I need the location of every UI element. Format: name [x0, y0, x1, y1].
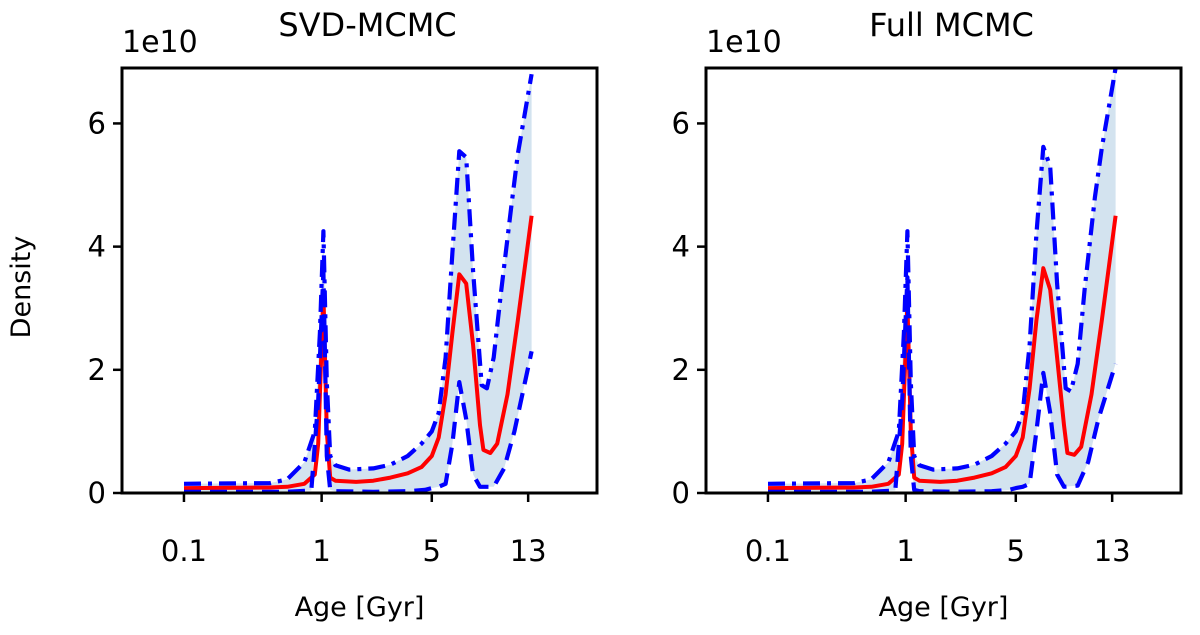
x-tick-label: 0.1	[161, 534, 207, 568]
chart-panel-2: 0 2 4 6 0.1 1 5 13 Age [Gyr] 1e10 Full MCMC	[672, 6, 1183, 623]
x-tick-label: 13	[1094, 534, 1131, 568]
lower-bound-line	[768, 275, 1118, 493]
upper-bound-line	[767, 68, 1118, 486]
plot-area	[183, 73, 534, 493]
median-line	[767, 215, 1118, 491]
lower-bound-line	[184, 269, 534, 493]
y-tick-label: 6	[88, 106, 106, 140]
shared-ylabel: Density	[6, 236, 37, 339]
upper-bound-line	[183, 73, 534, 486]
y-offset-text: 1e10	[122, 25, 198, 60]
median-line	[183, 215, 534, 491]
plot-area	[767, 68, 1118, 493]
chart-panel-1: 0 2 4 6 0.1 1 5 13 Age [Gyr] 1e10 SVD-MCMC	[88, 6, 599, 623]
x-axis-label: Age [Gyr]	[879, 592, 1009, 623]
chart-title: SVD-MCMC	[278, 6, 456, 44]
axes-frame	[120, 66, 599, 495]
y-tick-label: 0	[672, 476, 690, 510]
x-tick-label: 5	[1007, 534, 1025, 568]
x-tick-label: 5	[423, 534, 441, 568]
y-offset-text: 1e10	[706, 25, 782, 60]
x-tick-label: 13	[510, 534, 547, 568]
x-tick-label: 1	[312, 534, 330, 568]
x-tick-label: 0.1	[745, 534, 791, 568]
axes-frame	[704, 66, 1183, 495]
x-tick-label: 1	[896, 534, 914, 568]
y-tick-label: 4	[672, 230, 690, 264]
y-tick-label: 4	[88, 230, 106, 264]
y-tick-label: 2	[88, 353, 106, 387]
y-tick-label: 6	[672, 106, 690, 140]
x-axis-label: Age [Gyr]	[295, 592, 425, 623]
chart-title: Full MCMC	[869, 6, 1034, 44]
y-tick-label: 0	[88, 476, 106, 510]
y-tick-label: 2	[672, 353, 690, 387]
